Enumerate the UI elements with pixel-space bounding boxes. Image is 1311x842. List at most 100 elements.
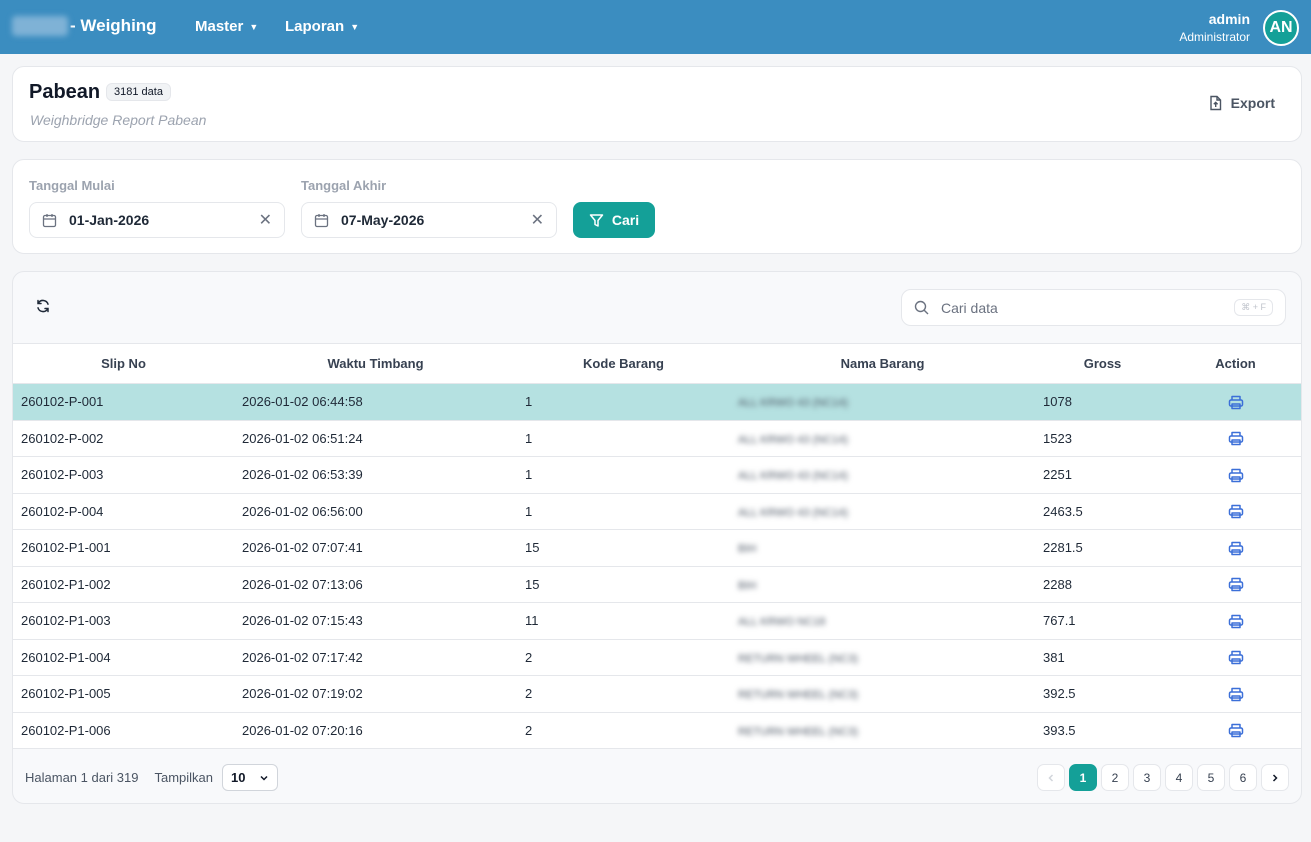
- table-row[interactable]: 260102-P-002 2026-01-02 06:51:24 1 ALL KRWO…: [13, 420, 1301, 457]
- print-icon[interactable]: [1228, 431, 1244, 446]
- next-page-button[interactable]: [1261, 764, 1289, 791]
- page-button[interactable]: 3: [1133, 764, 1161, 791]
- cell-waktu-timbang: 2026-01-02 06:44:58: [234, 383, 517, 421]
- column-header[interactable]: Waktu Timbang: [234, 343, 517, 384]
- cell-nama-barang: ALL KRWO 43 (NC14): [730, 420, 1035, 457]
- table-row[interactable]: 260102-P-004 2026-01-02 06:56:00 1 ALL KRWO…: [13, 493, 1301, 530]
- page-button[interactable]: 4: [1165, 764, 1193, 791]
- chevron-left-icon: [1048, 773, 1054, 782]
- table-row[interactable]: 260102-P-003 2026-01-02 06:53:39 1 ALL KRWO…: [13, 456, 1301, 494]
- pagination: 1 2 3 4 5 6: [1037, 764, 1289, 791]
- column-header[interactable]: Slip No: [13, 343, 234, 384]
- print-icon[interactable]: [1228, 614, 1244, 629]
- filter-card: Tanggal Mulai 01-Jan-2026 ✕ Tanggal Akhi…: [12, 159, 1302, 254]
- table-header-row: Slip No Waktu Timbang Kode Barang Nama B…: [13, 343, 1301, 384]
- cell-kode-barang: 15: [517, 566, 730, 603]
- export-label: Export: [1230, 95, 1275, 111]
- end-date-value: 07-May-2026: [341, 212, 425, 228]
- print-icon[interactable]: [1228, 577, 1244, 592]
- cell-slip-no: 260102-P-004: [13, 493, 234, 530]
- cell-action: [1170, 420, 1301, 457]
- print-icon[interactable]: [1228, 650, 1244, 665]
- cell-nama-barang: RETURN WHEEL (NC3): [730, 712, 1035, 749]
- table-row[interactable]: 260102-P1-003 2026-01-02 07:15:43 11 ALL KR…: [13, 602, 1301, 640]
- nama-barang-text: ALL KRWO 43 (NC14): [738, 397, 849, 410]
- nama-barang-text: ALL KRWO 43 (NC14): [738, 506, 849, 519]
- clear-icon[interactable]: ✕: [530, 212, 544, 229]
- page-button[interactable]: 1: [1069, 764, 1097, 791]
- brand[interactable]: - Weighing: [12, 16, 157, 36]
- clear-icon[interactable]: ✕: [258, 212, 272, 229]
- nama-barang-text: ALL KRWO NC18: [738, 616, 826, 629]
- search-button[interactable]: Cari: [573, 202, 655, 238]
- cell-gross: 767.1: [1035, 602, 1170, 640]
- page-button[interactable]: 6: [1229, 764, 1257, 791]
- cell-slip-no: 260102-P-002: [13, 420, 234, 457]
- cell-kode-barang: 1: [517, 456, 730, 494]
- table-card: ⌘ + F Slip No Waktu Timbang Kode Barang …: [12, 271, 1302, 804]
- nav-laporan[interactable]: Laporan ▼: [285, 18, 359, 35]
- cell-kode-barang: 2: [517, 712, 730, 749]
- print-icon[interactable]: [1228, 395, 1244, 410]
- cell-gross: 2281.5: [1035, 529, 1170, 567]
- avatar[interactable]: AN: [1263, 10, 1299, 46]
- cell-action: [1170, 675, 1301, 713]
- print-icon[interactable]: [1228, 687, 1244, 702]
- cell-slip-no: 260102-P1-001: [13, 529, 234, 567]
- start-date-input[interactable]: 01-Jan-2026 ✕: [29, 202, 285, 238]
- start-date-value: 01-Jan-2026: [69, 212, 150, 228]
- page-size-label: Tampilkan: [154, 770, 213, 785]
- page-button[interactable]: 2: [1101, 764, 1129, 791]
- page-title: Pabean: [29, 81, 101, 103]
- nama-barang-text: RETURN WHEEL (NC3): [738, 725, 858, 738]
- refresh-button[interactable]: [35, 298, 51, 317]
- user-info[interactable]: admin Administrator: [1179, 11, 1250, 44]
- user-name: admin: [1208, 11, 1250, 27]
- search-field[interactable]: ⌘ + F: [901, 289, 1286, 326]
- file-export-icon: [1209, 95, 1221, 111]
- cell-slip-no: 260102-P-001: [13, 383, 234, 421]
- brand-logo-blurred: [12, 16, 68, 36]
- cell-action: [1170, 456, 1301, 494]
- column-header[interactable]: Kode Barang: [517, 343, 730, 384]
- table-row[interactable]: 260102-P1-001 2026-01-02 07:07:41 15 BIH 228…: [13, 529, 1301, 567]
- page-size-value: 10: [231, 770, 246, 785]
- start-date-label: Tanggal Mulai: [29, 178, 115, 193]
- cell-waktu-timbang: 2026-01-02 06:53:39: [234, 456, 517, 494]
- cell-kode-barang: 1: [517, 493, 730, 530]
- nav-master-label: Master: [195, 18, 244, 35]
- column-header[interactable]: Gross: [1035, 343, 1170, 384]
- table-row[interactable]: 260102-P1-002 2026-01-02 07:13:06 15 BIH 228…: [13, 566, 1301, 603]
- cell-nama-barang: RETURN WHEEL (NC3): [730, 675, 1035, 713]
- print-icon[interactable]: [1228, 504, 1244, 519]
- table-row[interactable]: 260102-P1-004 2026-01-02 07:17:42 2 RETURN …: [13, 639, 1301, 676]
- nama-barang-text: ALL KRWO 43 (NC14): [738, 470, 849, 483]
- search-icon: [914, 300, 929, 315]
- cell-slip-no: 260102-P-003: [13, 456, 234, 494]
- export-button[interactable]: Export: [1208, 95, 1275, 111]
- filter-icon: [589, 213, 604, 227]
- search-input[interactable]: [941, 299, 1235, 316]
- cell-action: [1170, 493, 1301, 530]
- nav-master[interactable]: Master ▼: [195, 18, 258, 35]
- cell-gross: 2463.5: [1035, 493, 1170, 530]
- cell-kode-barang: 15: [517, 529, 730, 567]
- cell-gross: 2251: [1035, 456, 1170, 494]
- cell-action: [1170, 383, 1301, 421]
- table-row[interactable]: 260102-P1-006 2026-01-02 07:20:16 2 RETURN …: [13, 712, 1301, 749]
- end-date-input[interactable]: 07-May-2026 ✕: [301, 202, 557, 238]
- cell-kode-barang: 11: [517, 602, 730, 640]
- print-icon[interactable]: [1228, 541, 1244, 556]
- prev-page-button[interactable]: [1037, 764, 1065, 791]
- table-row[interactable]: 260102-P-001 2026-01-02 06:44:58 1 ALL KRWO…: [13, 383, 1301, 421]
- table-row[interactable]: 260102-P1-005 2026-01-02 07:19:02 2 RETURN …: [13, 675, 1301, 713]
- page-button[interactable]: 5: [1197, 764, 1225, 791]
- cell-kode-barang: 1: [517, 383, 730, 421]
- column-header[interactable]: Nama Barang: [730, 343, 1035, 384]
- cell-slip-no: 260102-P1-003: [13, 602, 234, 640]
- top-navbar: - Weighing Master ▼ Laporan ▼ admin Admi…: [0, 0, 1311, 54]
- cell-action: [1170, 529, 1301, 567]
- print-icon[interactable]: [1228, 468, 1244, 483]
- page-size-select[interactable]: 10: [222, 764, 278, 791]
- print-icon[interactable]: [1228, 723, 1244, 738]
